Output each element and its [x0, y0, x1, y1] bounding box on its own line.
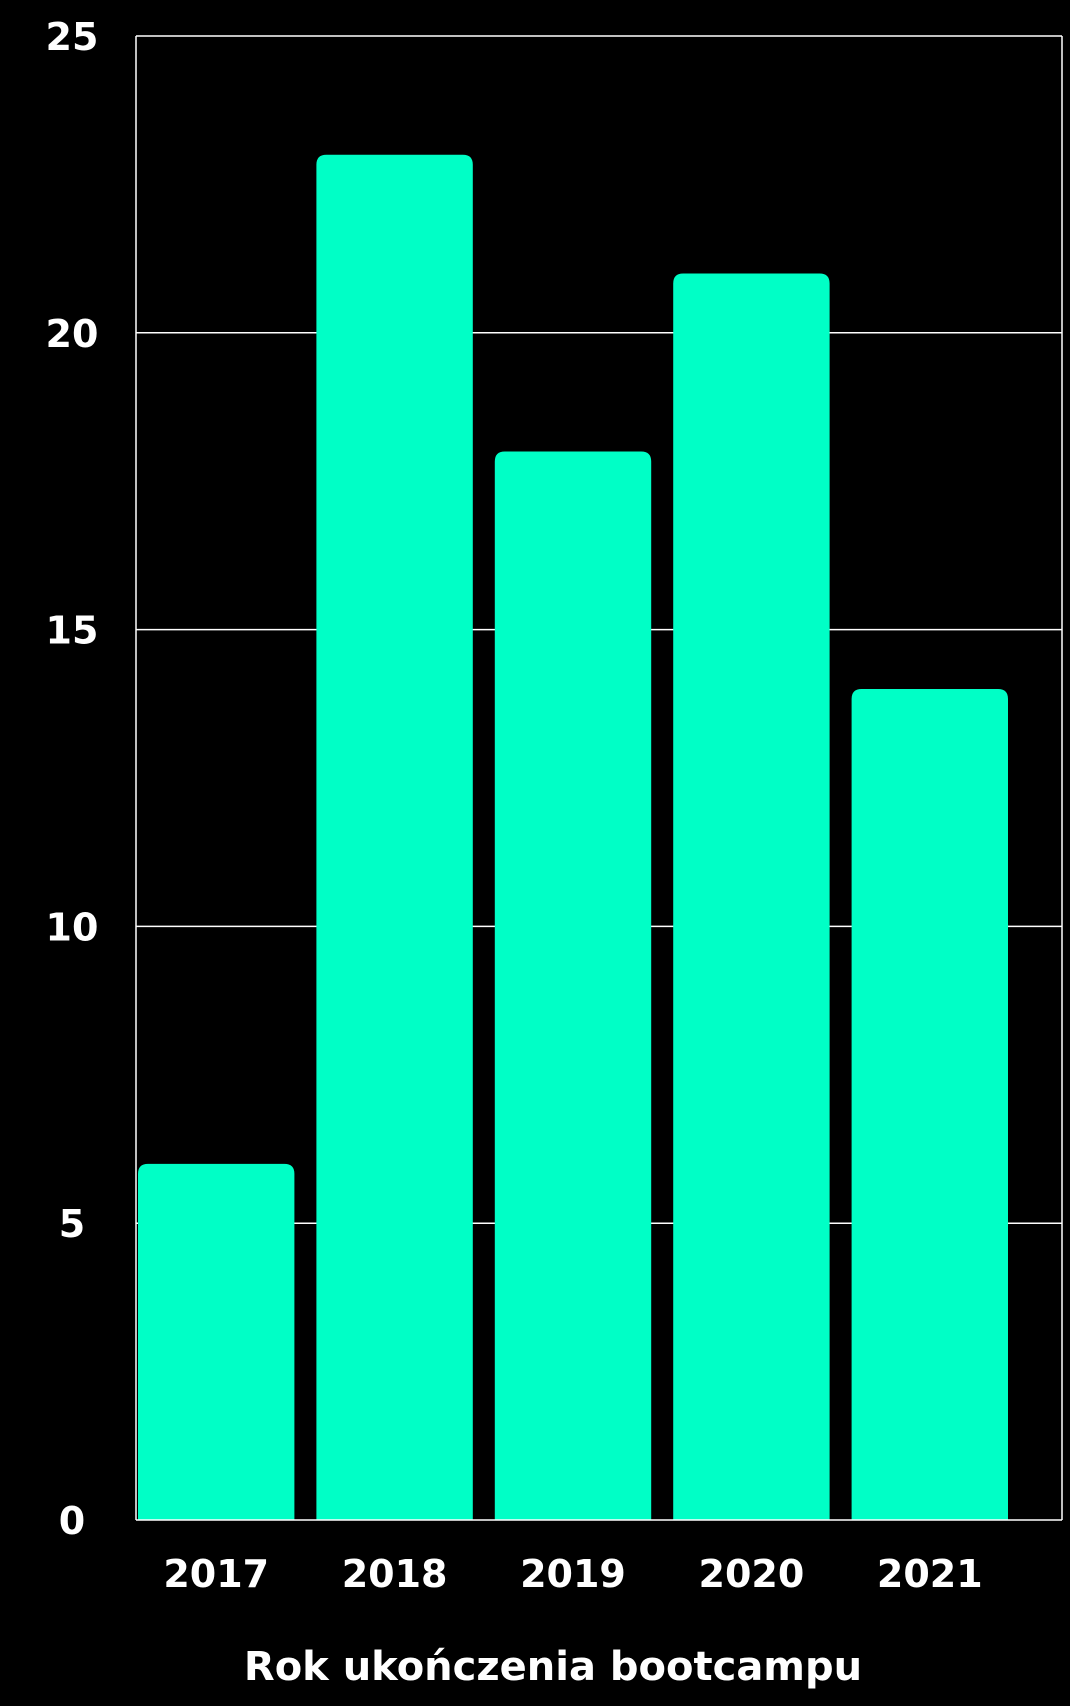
bar-2020 — [673, 273, 830, 1521]
x-tick-label-2019: 2019 — [520, 1552, 626, 1596]
y-tick-label-0: 0 — [59, 1499, 85, 1543]
y-tick-label-20: 20 — [46, 312, 99, 356]
bar-2021 — [851, 688, 1008, 1520]
y-tick-label-15: 15 — [46, 609, 99, 653]
bars-layer — [138, 154, 1008, 1521]
bar-2018 — [316, 154, 473, 1521]
bar-2019 — [494, 451, 652, 1520]
x-tick-labels: 2017 2018 2019 2020 2021 — [163, 1552, 982, 1596]
y-tick-label-5: 5 — [59, 1202, 85, 1246]
axis-layer — [135, 36, 1063, 1521]
x-axis-title: Rok ukończenia bootcampu — [244, 1644, 862, 1690]
x-tick-label-2017: 2017 — [163, 1552, 269, 1596]
x-tick-label-2020: 2020 — [699, 1552, 805, 1596]
x-tick-label-2021: 2021 — [877, 1552, 983, 1596]
y-tick-labels: 0 5 10 15 20 25 — [46, 15, 99, 1543]
y-tick-label-25: 25 — [46, 15, 99, 59]
bar-2017 — [138, 1163, 295, 1520]
y-tick-label-10: 10 — [46, 905, 99, 949]
x-tick-label-2018: 2018 — [342, 1552, 448, 1596]
